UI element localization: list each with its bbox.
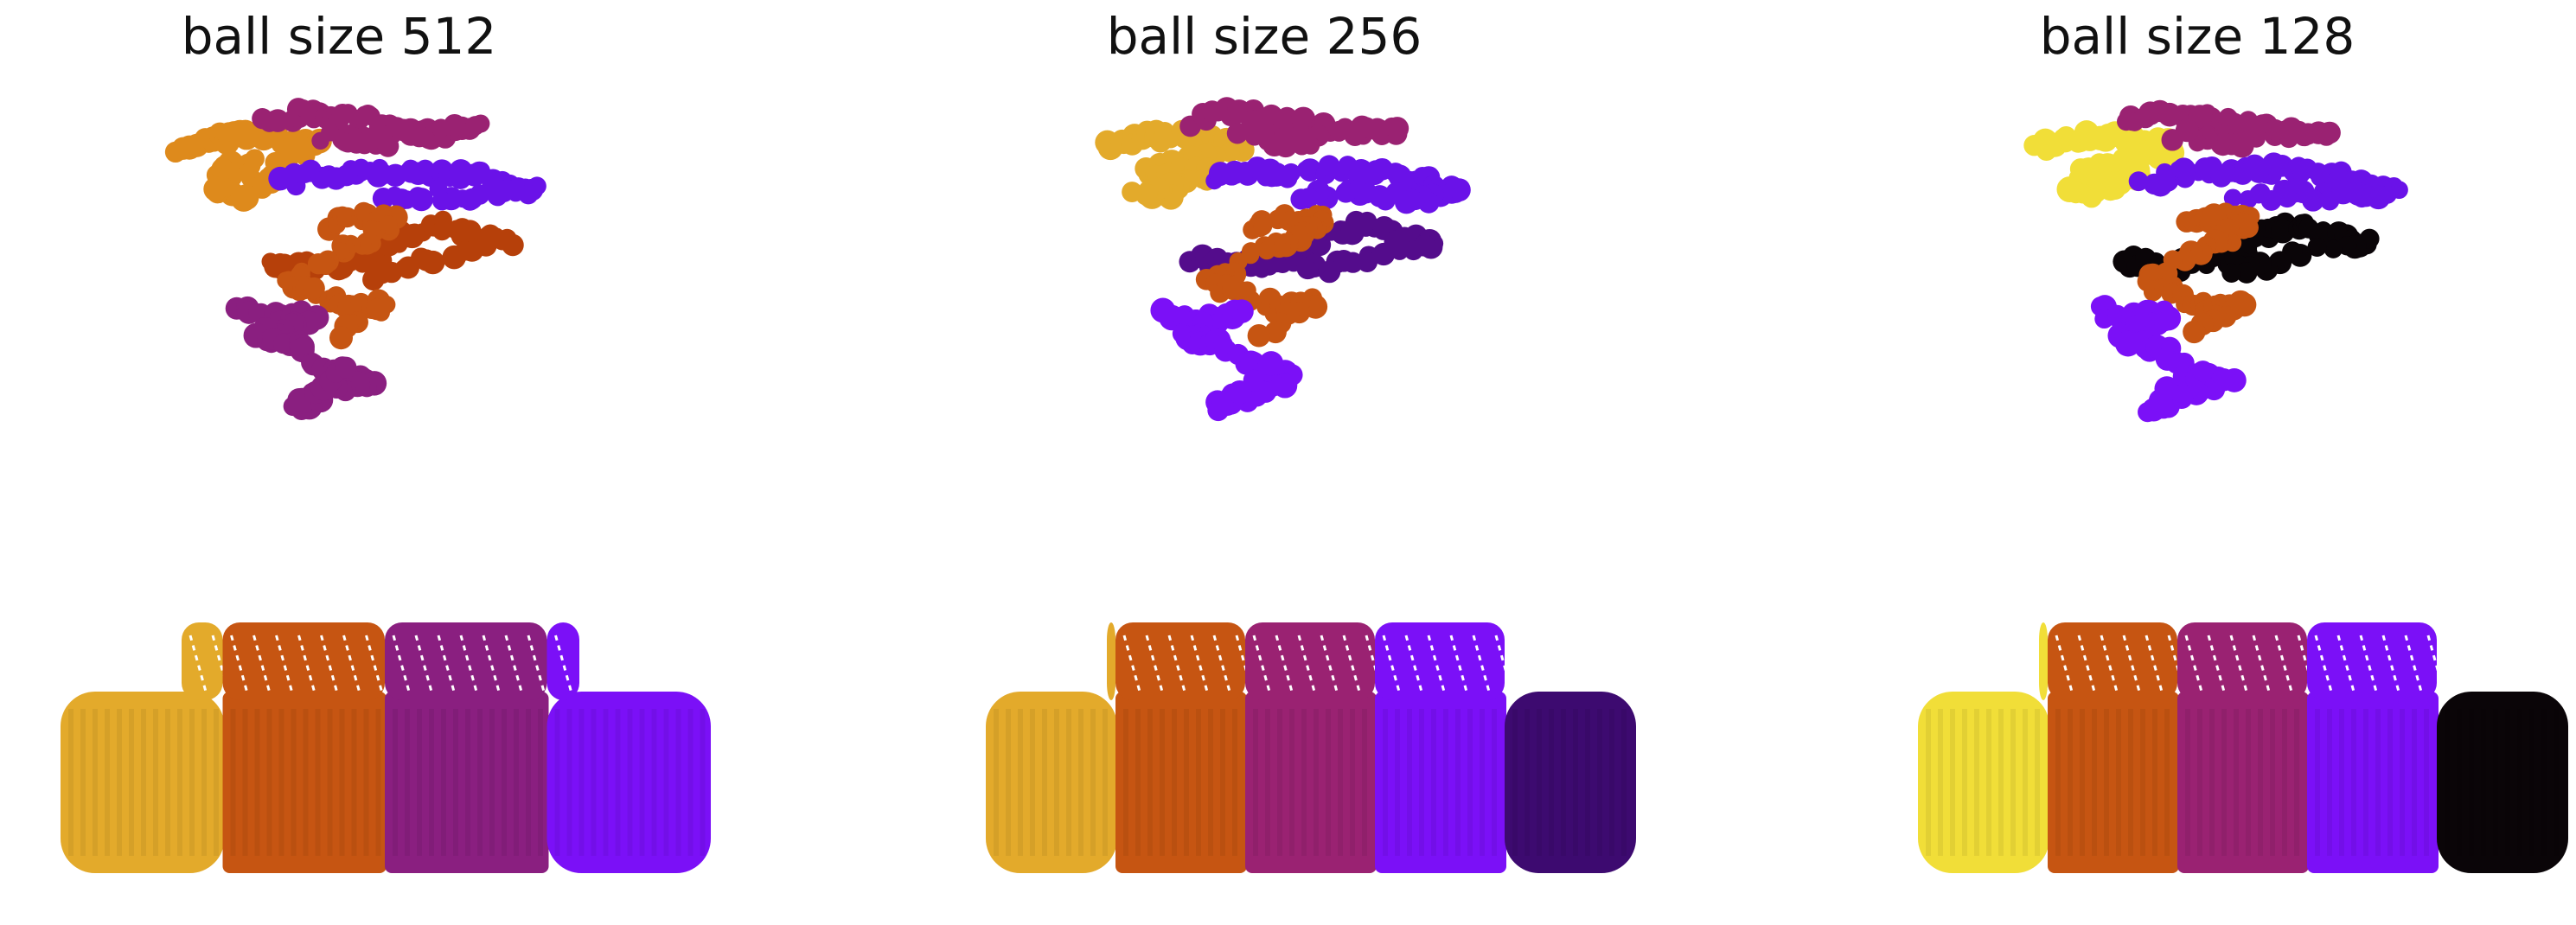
protein-point-cloud <box>164 98 547 421</box>
car-segment <box>61 622 230 873</box>
car-segment <box>222 622 387 873</box>
protein-cluster <box>277 201 408 350</box>
panel-title-256: ball size 256 <box>1106 7 1422 66</box>
car-segment <box>986 622 1117 873</box>
car-segment <box>1505 692 1636 873</box>
protein-cluster <box>2090 295 2247 423</box>
protein-cluster <box>268 158 547 212</box>
protein-point-cloud <box>2023 99 2408 423</box>
protein-cluster <box>1195 204 1334 348</box>
protein-cluster <box>1179 210 1444 286</box>
car-segment <box>1115 622 1254 873</box>
panel-title-512: ball size 512 <box>181 7 497 66</box>
car-segment <box>1918 622 2049 873</box>
car-segment <box>2048 622 2186 873</box>
protein-cluster <box>1205 155 1471 214</box>
protein-cluster <box>2023 119 2185 208</box>
protein-cluster <box>1150 297 1303 422</box>
car-segment <box>385 622 549 873</box>
car-segment <box>2307 622 2445 873</box>
panel-title-128: ball size 128 <box>2039 7 2355 66</box>
protein-point-cloud <box>1095 97 1471 422</box>
car-segment <box>2177 622 2316 873</box>
car-segment <box>2437 692 2568 873</box>
protein-cluster <box>1179 97 1409 158</box>
protein-cluster <box>252 98 490 157</box>
protein-cluster <box>164 118 332 212</box>
car-segment <box>1375 622 1513 873</box>
car-segment <box>547 622 711 873</box>
car-point-cloud <box>1918 622 2568 873</box>
protein-cluster <box>225 296 387 421</box>
car-segment <box>1245 622 1384 873</box>
protein-cluster <box>2137 202 2260 344</box>
protein-cluster <box>2128 152 2408 212</box>
car-point-cloud <box>61 622 711 873</box>
protein-cluster <box>2117 99 2341 158</box>
car-point-cloud <box>986 622 1636 873</box>
